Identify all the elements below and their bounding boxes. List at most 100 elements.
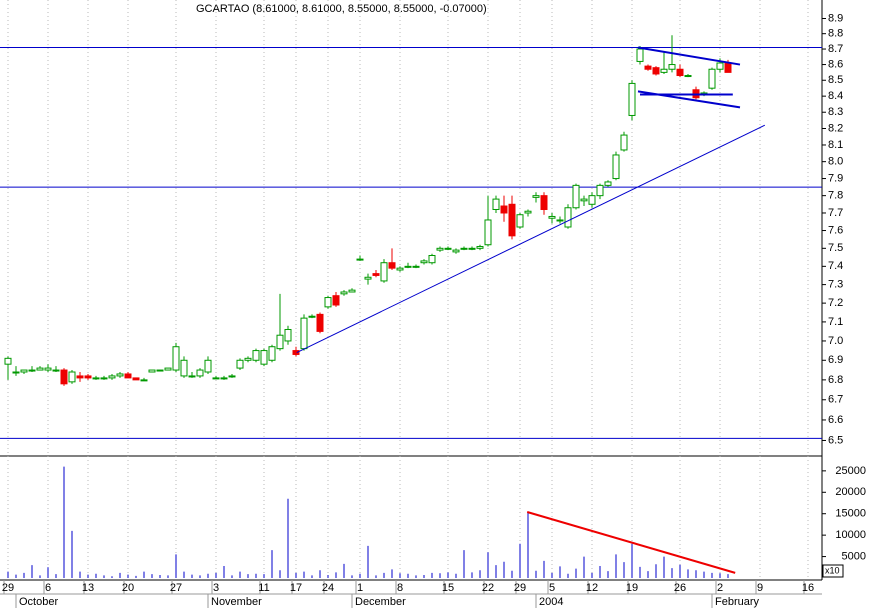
candle-body <box>540 195 548 210</box>
y-tick-label: 7.0 <box>828 335 843 347</box>
candle-body <box>292 350 300 355</box>
candle-body <box>156 369 164 372</box>
candle-body <box>236 359 244 369</box>
candle-body <box>244 357 252 361</box>
candle-body <box>452 249 460 253</box>
candle-body <box>468 247 476 250</box>
candle-body <box>716 62 724 70</box>
y-tick-label: 7.3 <box>828 279 843 291</box>
candle-body <box>644 65 652 70</box>
candle-body <box>332 295 340 306</box>
chart-title: GCARTAO (8.61000, 8.61000, 8.55000, 8.55… <box>196 3 487 15</box>
candle-body <box>36 367 44 371</box>
candle-body <box>708 68 716 89</box>
candle-body <box>588 195 596 205</box>
candle-body <box>172 346 180 371</box>
candle-body <box>396 267 404 271</box>
candle-body <box>724 62 732 73</box>
candle-body <box>212 377 220 380</box>
candle-body <box>500 205 508 214</box>
candle-body <box>44 367 52 371</box>
x-tick-label: 9 <box>757 582 763 594</box>
y-tick-label: 8.4 <box>828 90 843 102</box>
candle-body <box>516 214 524 228</box>
candle-body <box>188 375 196 378</box>
candle-body <box>380 262 388 282</box>
x-tick-label: 3 <box>213 582 219 594</box>
y-tick-label: 7.8 <box>828 190 843 202</box>
y-tick-label: 6.5 <box>828 434 843 446</box>
candle-body <box>628 82 636 116</box>
month-label: 2004 <box>539 596 563 608</box>
candle-body <box>580 198 588 202</box>
candle-body <box>372 273 380 276</box>
candle-body <box>684 75 692 78</box>
y-tick-label: 8.8 <box>828 28 843 40</box>
y-tick-label: 7.2 <box>828 297 843 309</box>
y-tick-label: 8.1 <box>828 139 843 151</box>
x-tick-label: 29 <box>2 582 14 594</box>
y-tick-label: 8.5 <box>828 74 843 86</box>
x-tick-label: 1 <box>357 582 363 594</box>
unit-label: x10 <box>825 565 840 575</box>
candle-body <box>60 369 68 385</box>
candle-body <box>228 375 236 378</box>
y-tick-label: 8.6 <box>828 58 843 70</box>
candle-body <box>316 313 324 332</box>
candle-body <box>116 373 124 377</box>
candle-body <box>668 64 676 70</box>
y-tick-label: 15000 <box>835 508 866 520</box>
x-tick-label: 5 <box>549 582 555 594</box>
y-tick-label: 6.7 <box>828 394 843 406</box>
y-tick-label: 10000 <box>835 529 866 541</box>
x-tick-label: 24 <box>322 582 334 594</box>
y-tick-label: 7.6 <box>828 224 843 236</box>
x-tick-label: 11 <box>258 582 269 594</box>
x-tick-label: 15 <box>442 582 454 594</box>
candle-body <box>364 276 372 280</box>
candle-body <box>108 375 116 379</box>
month-label: November <box>211 596 262 608</box>
candle-body <box>388 262 396 269</box>
candle-body <box>412 265 420 268</box>
candle-body <box>612 154 620 180</box>
unit-box <box>822 564 844 578</box>
y-tick-label: 7.1 <box>828 316 843 328</box>
trend-line <box>296 124 766 353</box>
candle-body <box>28 369 36 372</box>
x-tick-label: 20 <box>122 582 134 594</box>
candle-body <box>548 215 556 219</box>
candle-body <box>284 328 292 342</box>
candle-body <box>180 359 188 377</box>
candle-body <box>164 367 172 371</box>
candle-body <box>436 247 444 251</box>
candle-body <box>564 207 572 228</box>
candle-body <box>52 369 60 372</box>
candle-body <box>300 317 308 350</box>
y-tick-label: 8.0 <box>828 156 843 168</box>
candle-body <box>76 375 84 379</box>
candle-body <box>660 68 668 73</box>
candle-body <box>420 260 428 264</box>
candle-body <box>308 315 316 318</box>
candle-body <box>444 247 452 250</box>
candle-body <box>140 379 148 382</box>
candle-body <box>620 134 628 151</box>
x-tick-label: 17 <box>290 582 302 594</box>
y-tick-label: 25000 <box>835 465 866 477</box>
candle-body <box>4 357 12 365</box>
y-tick-label: 7.7 <box>828 207 843 219</box>
candle-body <box>132 377 140 381</box>
y-tick-label: 6.9 <box>828 354 843 366</box>
x-tick-label: 22 <box>482 582 494 594</box>
trend-line <box>637 46 741 66</box>
candle-body <box>100 377 108 380</box>
y-tick-label: 6.8 <box>828 374 843 386</box>
y-tick-label: 7.9 <box>828 172 843 184</box>
candle-body <box>268 346 276 361</box>
candle-body <box>68 371 76 383</box>
candle-body <box>252 350 260 361</box>
x-tick-label: 2 <box>717 582 723 594</box>
